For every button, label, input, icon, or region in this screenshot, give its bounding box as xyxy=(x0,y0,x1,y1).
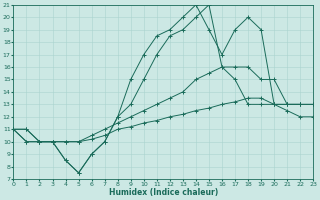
X-axis label: Humidex (Indice chaleur): Humidex (Indice chaleur) xyxy=(109,188,218,197)
